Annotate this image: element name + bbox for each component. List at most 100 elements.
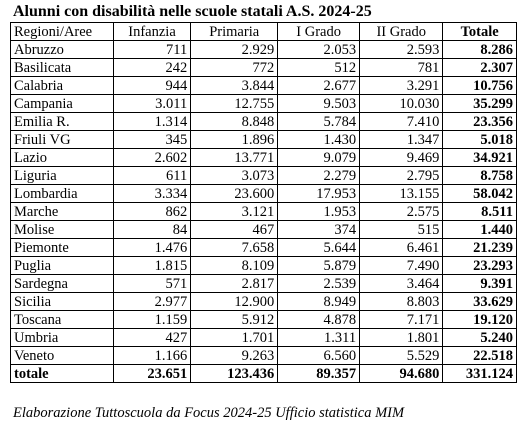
cell-primo-grado: 1.953 <box>277 202 361 221</box>
cell-primaria: 3.844 <box>190 76 279 95</box>
table-row: Emilia R. 1.314 8.848 5.784 7.410 23.356 <box>10 112 517 131</box>
cell-region: Veneto <box>10 346 114 365</box>
cell-region: Toscana <box>10 310 114 329</box>
cell-region: Basilicata <box>10 58 114 77</box>
cell-infanzia: 1.815 <box>112 256 192 275</box>
table-row: Liguria 611 3.073 2.279 2.795 8.758 <box>10 166 517 185</box>
cell-primaria: 3.073 <box>190 166 279 185</box>
totals-label: totale <box>10 364 114 383</box>
cell-totale: 19.120 <box>442 310 517 329</box>
header-primaria: Primaria <box>190 22 279 41</box>
cell-infanzia: 2.602 <box>112 148 192 167</box>
cell-region: Calabria <box>10 76 114 95</box>
source-note: Elaborazione Tuttoscuola da Focus 2024-2… <box>13 405 405 421</box>
cell-primaria: 13.771 <box>190 148 279 167</box>
cell-primaria: 3.121 <box>190 202 279 221</box>
cell-region: Emilia R. <box>10 112 114 131</box>
cell-primaria: 9.263 <box>190 346 279 365</box>
cell-infanzia: 1.159 <box>112 310 192 329</box>
cell-infanzia: 1.476 <box>112 238 192 257</box>
cell-primo-grado: 5.879 <box>277 256 361 275</box>
cell-primaria: 12.900 <box>190 292 279 311</box>
table-row: Sardegna 571 2.817 2.539 3.464 9.391 <box>10 274 517 293</box>
cell-primo-grado: 9.503 <box>277 94 361 113</box>
cell-primaria: 1.896 <box>190 130 279 149</box>
cell-primo-grado: 9.079 <box>277 148 361 167</box>
cell-region: Umbria <box>10 328 114 347</box>
cell-region: Liguria <box>10 166 114 185</box>
totals-totale: 331.124 <box>442 364 517 383</box>
cell-region: Piemonte <box>10 238 114 257</box>
cell-totale: 35.299 <box>442 94 517 113</box>
cell-primaria: 23.600 <box>190 184 279 203</box>
cell-infanzia: 242 <box>112 58 192 77</box>
cell-totale: 58.042 <box>442 184 517 203</box>
cell-primo-grado: 6.560 <box>277 346 361 365</box>
totals-primo-grado: 89.357 <box>277 364 361 383</box>
table-row: Puglia 1.815 8.109 5.879 7.490 23.293 <box>10 256 517 275</box>
table-row: Lazio 2.602 13.771 9.079 9.469 34.921 <box>10 148 517 167</box>
cell-primaria: 12.755 <box>190 94 279 113</box>
cell-primo-grado: 8.949 <box>277 292 361 311</box>
table-row: Molise 84 467 374 515 1.440 <box>10 220 517 239</box>
cell-primaria: 2.929 <box>190 40 279 59</box>
cell-secondo-grado: 6.461 <box>359 238 444 257</box>
cell-primaria: 2.817 <box>190 274 279 293</box>
cell-primo-grado: 2.279 <box>277 166 361 185</box>
header-region: Regioni/Aree <box>10 22 114 41</box>
cell-secondo-grado: 10.030 <box>359 94 444 113</box>
cell-primaria: 5.912 <box>190 310 279 329</box>
cell-secondo-grado: 7.171 <box>359 310 444 329</box>
cell-infanzia: 711 <box>112 40 192 59</box>
cell-primaria: 7.658 <box>190 238 279 257</box>
table-row: Abruzzo 711 2.929 2.053 2.593 8.286 <box>10 40 517 59</box>
table-row: Lombardia 3.334 23.600 17.953 13.155 58.042 <box>10 184 517 203</box>
cell-primaria: 8.109 <box>190 256 279 275</box>
cell-primaria: 467 <box>190 220 279 239</box>
cell-totale: 9.391 <box>442 274 517 293</box>
cell-infanzia: 345 <box>112 130 192 149</box>
cell-infanzia: 1.314 <box>112 112 192 131</box>
totals-infanzia: 23.651 <box>112 364 192 383</box>
cell-totale: 33.629 <box>442 292 517 311</box>
cell-secondo-grado: 2.575 <box>359 202 444 221</box>
cell-primo-grado: 512 <box>277 58 361 77</box>
table-row: Calabria 944 3.844 2.677 3.291 10.756 <box>10 76 517 95</box>
table-row: Veneto 1.166 9.263 6.560 5.529 22.518 <box>10 346 517 365</box>
cell-totale: 5.240 <box>442 328 517 347</box>
cell-secondo-grado: 515 <box>359 220 444 239</box>
cell-primo-grado: 17.953 <box>277 184 361 203</box>
cell-totale: 10.756 <box>442 76 517 95</box>
cell-primo-grado: 2.677 <box>277 76 361 95</box>
header-row: Regioni/Aree Infanzia Primaria I Grado I… <box>10 22 517 41</box>
cell-region: Sicilia <box>10 292 114 311</box>
cell-totale: 8.286 <box>442 40 517 59</box>
cell-infanzia: 611 <box>112 166 192 185</box>
cell-primo-grado: 4.878 <box>277 310 361 329</box>
cell-region: Abruzzo <box>10 40 114 59</box>
cell-totale: 8.511 <box>442 202 517 221</box>
cell-region: Friuli VG <box>10 130 114 149</box>
cell-secondo-grado: 3.464 <box>359 274 444 293</box>
cell-secondo-grado: 7.490 <box>359 256 444 275</box>
cell-secondo-grado: 1.347 <box>359 130 444 149</box>
cell-secondo-grado: 9.469 <box>359 148 444 167</box>
cell-totale: 8.758 <box>442 166 517 185</box>
cell-primo-grado: 374 <box>277 220 361 239</box>
cell-primo-grado: 2.539 <box>277 274 361 293</box>
cell-primo-grado: 5.784 <box>277 112 361 131</box>
cell-secondo-grado: 3.291 <box>359 76 444 95</box>
table-row: Campania 3.011 12.755 9.503 10.030 35.299 <box>10 94 517 113</box>
table-row: Umbria 427 1.701 1.311 1.801 5.240 <box>10 328 517 347</box>
data-table: Regioni/Aree Infanzia Primaria I Grado I… <box>10 22 517 383</box>
cell-totale: 21.239 <box>442 238 517 257</box>
cell-totale: 34.921 <box>442 148 517 167</box>
table-row: Piemonte 1.476 7.658 5.644 6.461 21.239 <box>10 238 517 257</box>
cell-infanzia: 1.166 <box>112 346 192 365</box>
cell-region: Lombardia <box>10 184 114 203</box>
cell-infanzia: 2.977 <box>112 292 192 311</box>
cell-region: Marche <box>10 202 114 221</box>
cell-infanzia: 944 <box>112 76 192 95</box>
cell-secondo-grado: 13.155 <box>359 184 444 203</box>
cell-totale: 5.018 <box>442 130 517 149</box>
